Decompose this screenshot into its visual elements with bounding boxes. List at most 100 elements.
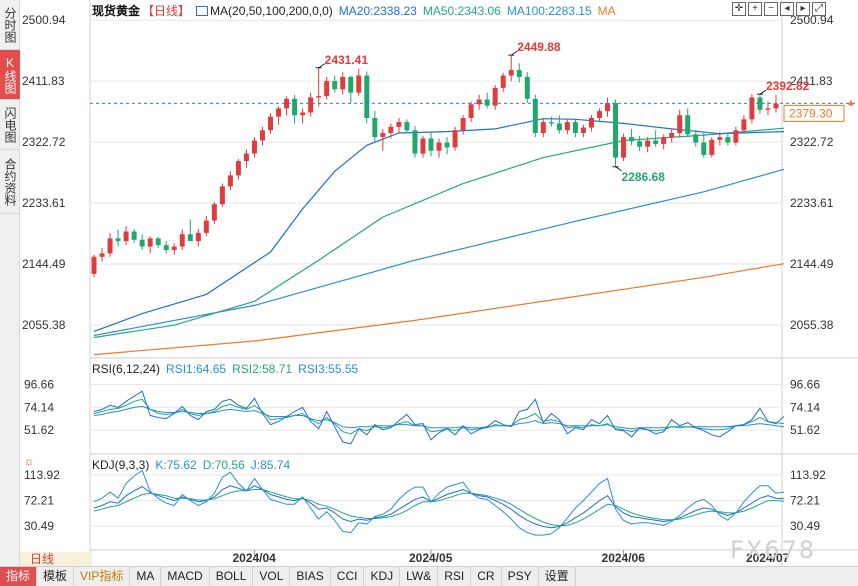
candle-body <box>621 137 627 158</box>
rsi-tick-left: 51.62 <box>24 423 54 437</box>
zoom-in-icon[interactable]: + <box>748 2 762 16</box>
crosshair-icon[interactable]: ✛ <box>732 2 746 16</box>
period-tag: 【日线】 <box>142 4 191 18</box>
candle-body <box>629 137 635 142</box>
candle-body <box>540 122 546 134</box>
fullscreen-icon[interactable]: ⤢ <box>812 2 826 16</box>
candle-body <box>171 246 177 250</box>
toolbar-item-0[interactable]: 指标 <box>0 567 38 586</box>
candle-body <box>516 70 522 77</box>
candle-body <box>709 139 715 155</box>
candle-body <box>139 239 145 247</box>
toolbar-item-12[interactable]: CR <box>471 567 502 586</box>
annotation-high-july: 2392.82 <box>766 79 810 93</box>
candle-body <box>436 142 442 151</box>
toolbar-item-7[interactable]: BIAS <box>290 567 331 586</box>
ma20-line <box>93 118 785 332</box>
rsi1-value: RSI1:64.65 <box>166 362 227 376</box>
date-tick-label: 2024/06 <box>602 551 646 565</box>
toolbar-item-4[interactable]: MACD <box>161 567 210 586</box>
candle-body <box>179 234 185 247</box>
candle-body <box>235 161 241 176</box>
candle-body <box>195 232 201 242</box>
candle-body <box>107 238 113 254</box>
candle-body <box>588 117 594 128</box>
rsi-tick-left: 96.66 <box>24 377 54 391</box>
rsi1-line <box>93 390 785 445</box>
candle-body <box>596 111 602 118</box>
tab-kline[interactable]: K线图 <box>0 50 20 100</box>
kdj-tick-left: 30.49 <box>24 519 54 533</box>
candle-body <box>203 220 209 233</box>
candle-body <box>412 130 418 154</box>
candle-body <box>693 134 699 143</box>
candle-body <box>364 75 370 118</box>
price-tick-right: 2144.49 <box>790 257 834 271</box>
toolbar-item-1[interactable]: 模板 <box>37 567 75 586</box>
current-price-value: 2379.30 <box>789 106 833 120</box>
candle-body <box>580 127 586 134</box>
ma100-value: MA100:2283.15 <box>506 4 592 18</box>
candle-body <box>123 231 129 242</box>
price-tick-left: 2055.38 <box>22 318 66 332</box>
toolbar-item-5[interactable]: BOLL <box>210 567 254 586</box>
chart-area[interactable]: 2500.94 2500.94 2411.83 2411.83 2322.72 2322.… <box>20 0 858 566</box>
toolbar-item-3[interactable]: MA <box>130 567 162 586</box>
candle-body <box>492 87 498 106</box>
kdj-d-line <box>93 489 785 527</box>
candle-body <box>396 122 402 127</box>
candle-body <box>268 116 274 131</box>
candle-body <box>292 98 298 116</box>
kdj-legend: KDJ(9,3,3) K:75.62 D:70.56 J:85.74 <box>92 458 296 472</box>
candle-body <box>380 133 386 138</box>
candle-body <box>765 108 771 110</box>
toolbar-item-8[interactable]: CCI <box>331 567 365 586</box>
toolbar-item-13[interactable]: PSY <box>502 567 539 586</box>
toolbar-item-6[interactable]: VOL <box>253 567 291 586</box>
kdj-settings-icon[interactable]: ☼ <box>23 454 35 468</box>
toolbar-item-14[interactable]: 设置 <box>539 567 576 586</box>
tab-timeshare[interactable]: 分时图 <box>0 0 20 50</box>
candle-body <box>324 81 330 97</box>
ma50-line <box>93 127 785 339</box>
rsi-name: RSI(6,12,24) <box>92 362 161 376</box>
toolbar-item-9[interactable]: KDJ <box>364 567 401 586</box>
toolbar-item-11[interactable]: RSI <box>438 567 472 586</box>
kdj-tick-left: 113.92 <box>24 468 60 482</box>
candle-body <box>276 108 282 117</box>
candle-body <box>404 122 410 131</box>
annotation-high-may: 2449.88 <box>517 40 561 54</box>
candle-body <box>163 245 169 250</box>
candle-body <box>468 104 474 118</box>
candle-body <box>605 102 610 112</box>
period-selector[interactable]: 日线 <box>20 552 92 566</box>
toolbar-item-10[interactable]: LW& <box>400 567 439 586</box>
candle-body <box>356 75 362 93</box>
candle-body <box>99 253 105 257</box>
candle-body <box>484 99 490 106</box>
price-tick-right: 2500.94 <box>790 13 834 27</box>
candle-body <box>91 256 97 274</box>
candle-body <box>372 117 378 138</box>
rsi-legend: RSI(6,12,24) RSI1:64.65 RSI2:58.71 RSI3:55.… <box>92 362 364 376</box>
candle-body <box>444 142 450 148</box>
tab-contract-info[interactable]: 合约资料 <box>0 150 20 214</box>
candle-body <box>613 102 619 158</box>
candle-body <box>725 137 731 143</box>
left-tab-bar: 分时图 K线图 闪电图 合约资料 <box>0 0 20 566</box>
zoom-out-icon[interactable]: − <box>764 2 778 16</box>
candle-body <box>532 98 538 134</box>
candle-body <box>556 123 562 131</box>
candle-body <box>476 99 482 105</box>
kdj-j-line <box>93 469 785 536</box>
toolbar-item-2[interactable]: VIP指标 <box>74 567 131 586</box>
rsi2-value: RSI2:58.71 <box>232 362 293 376</box>
scroll-right-icon[interactable]: ▸ <box>796 2 810 16</box>
candle-body <box>115 238 121 242</box>
candle-body <box>211 204 217 221</box>
kdj-name: KDJ(9,3,3) <box>92 458 150 472</box>
tab-flash[interactable]: 闪电图 <box>0 100 20 150</box>
ma-settings-icon[interactable] <box>196 6 209 16</box>
scroll-left-icon[interactable]: ◂ <box>780 2 794 16</box>
candle-body <box>251 140 257 154</box>
